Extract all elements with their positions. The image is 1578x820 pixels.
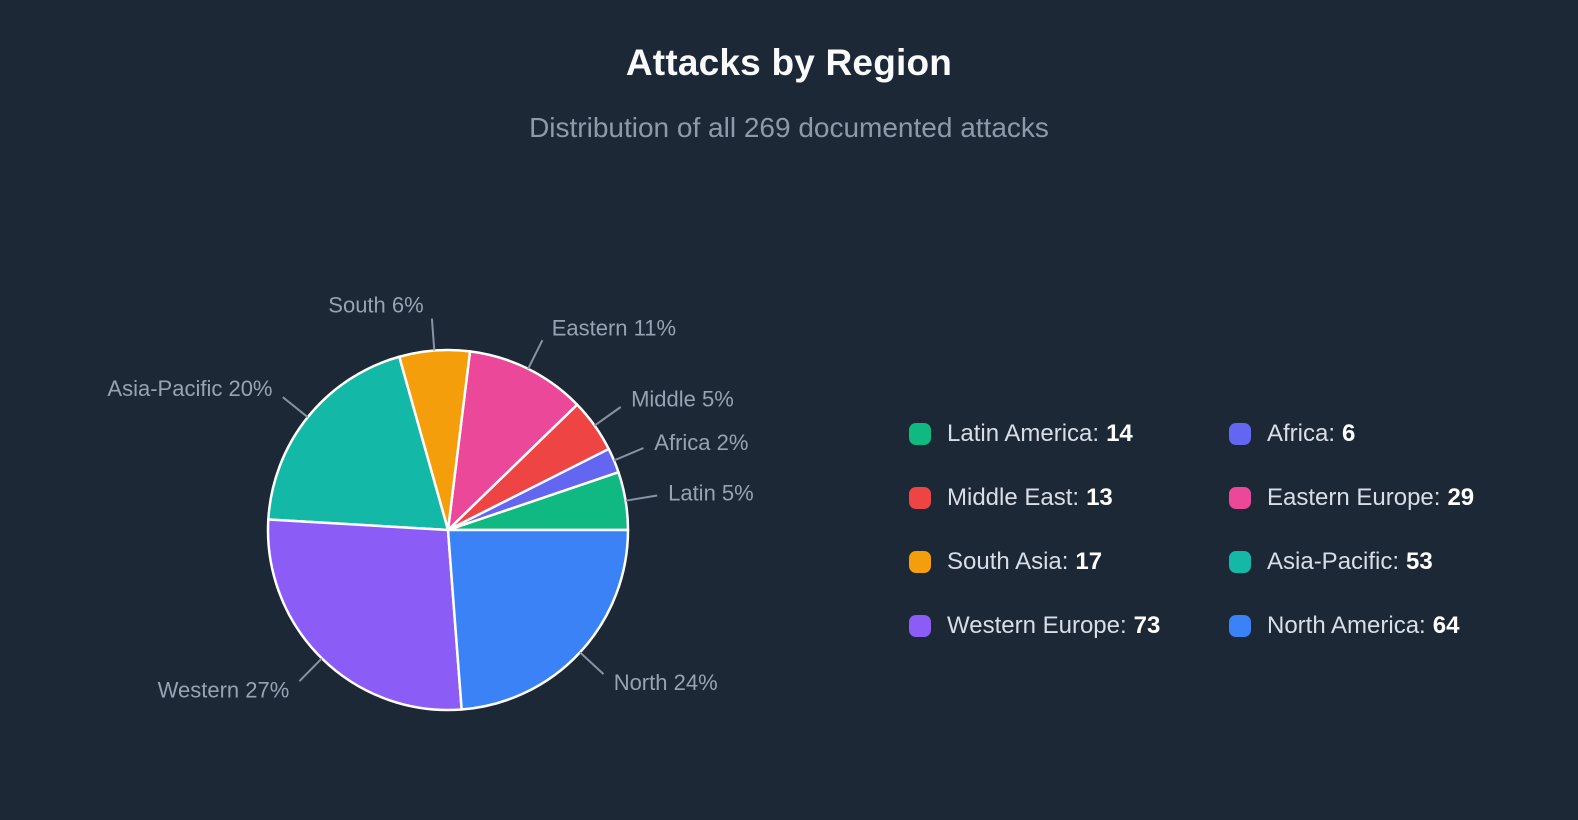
legend-value: 53 (1406, 548, 1433, 575)
callout-line-western-europe (298, 657, 323, 682)
legend-value: 14 (1106, 420, 1133, 447)
legend-swatch-south-asia (909, 551, 931, 573)
callout-label-eastern-europe: Eastern 11% (552, 316, 676, 341)
legend-item-north-america[interactable]: North America: 64 (1229, 612, 1474, 640)
legend-label: Western Europe: 73 (947, 612, 1161, 639)
legend-value: 73 (1133, 612, 1161, 639)
pie-slice-eastern-europe[interactable] (446, 350, 579, 532)
chart-title: Attacks by Region (625, 42, 953, 83)
legend-label: Latin America: 14 (947, 420, 1133, 447)
legend-swatch-africa (1229, 423, 1251, 445)
callout-label-middle-east: Middle 5% (631, 387, 734, 412)
legend-item-africa[interactable]: Africa: 6 (1229, 420, 1474, 448)
legend-swatch-western-europe (909, 615, 931, 637)
legend: Latin America: 14 Africa: 6 Middle East: 13 Ea… (909, 402, 1474, 658)
legend-label: Middle East: 13 (947, 484, 1113, 511)
legend-value: 17 (1075, 548, 1103, 575)
legend-label: Africa: 6 (1267, 420, 1356, 447)
legend-item-western-europe[interactable]: Western Europe: 73 (909, 612, 1229, 640)
pie-slice-western-europe[interactable] (266, 518, 463, 712)
callout-line-north-america (579, 651, 605, 675)
chart-subtitle: Distribution of all 269 documented attac… (529, 112, 1049, 143)
callout-line-africa (613, 447, 644, 462)
legend-label: North America: 64 (1267, 612, 1460, 639)
legend-swatch-asia-pacific (1229, 551, 1251, 573)
legend-value: 6 (1342, 420, 1356, 447)
legend-swatch-north-america (1229, 615, 1251, 637)
legend-swatch-eastern-europe (1229, 487, 1251, 509)
legend-label: Asia-Pacific: 53 (1267, 548, 1433, 575)
legend-label: South Asia: 17 (947, 548, 1103, 575)
callout-line-south-asia (430, 318, 436, 351)
callout-label-western-europe: Western 27% (158, 678, 290, 703)
legend-swatch-middle-east (909, 487, 931, 509)
callout-label-south-asia: South 6% (328, 293, 423, 318)
legend-value: 29 (1447, 484, 1475, 511)
legend-item-middle-east[interactable]: Middle East: 13 (909, 484, 1229, 512)
legend-item-asia-pacific[interactable]: Asia-Pacific: 53 (1229, 548, 1474, 576)
legend-item-latin-america[interactable]: Latin America: 14 (909, 420, 1229, 448)
callout-label-africa: Africa 2% (654, 430, 748, 455)
legend-item-south-asia[interactable]: South Asia: 17 (909, 548, 1229, 576)
legend-value: 64 (1432, 612, 1460, 639)
callout-label-asia-pacific: Asia-Pacific 20% (107, 376, 272, 401)
callout-line-middle-east (594, 406, 622, 427)
legend-swatch-latin-america (909, 423, 931, 445)
callout-line-latin-america (625, 494, 658, 502)
pie-slice-north-america[interactable] (446, 528, 630, 711)
callout-line-eastern-europe (527, 339, 544, 370)
legend-label: Eastern Europe: 29 (1267, 484, 1475, 511)
callout-label-north-america: North 24% (614, 670, 718, 695)
callout-label-latin-america: Latin 5% (668, 480, 754, 505)
legend-item-eastern-europe[interactable]: Eastern Europe: 29 (1229, 484, 1474, 512)
callout-line-asia-pacific (282, 396, 309, 418)
pie-slice-asia-pacific[interactable] (267, 355, 450, 532)
legend-value: 13 (1086, 484, 1113, 511)
